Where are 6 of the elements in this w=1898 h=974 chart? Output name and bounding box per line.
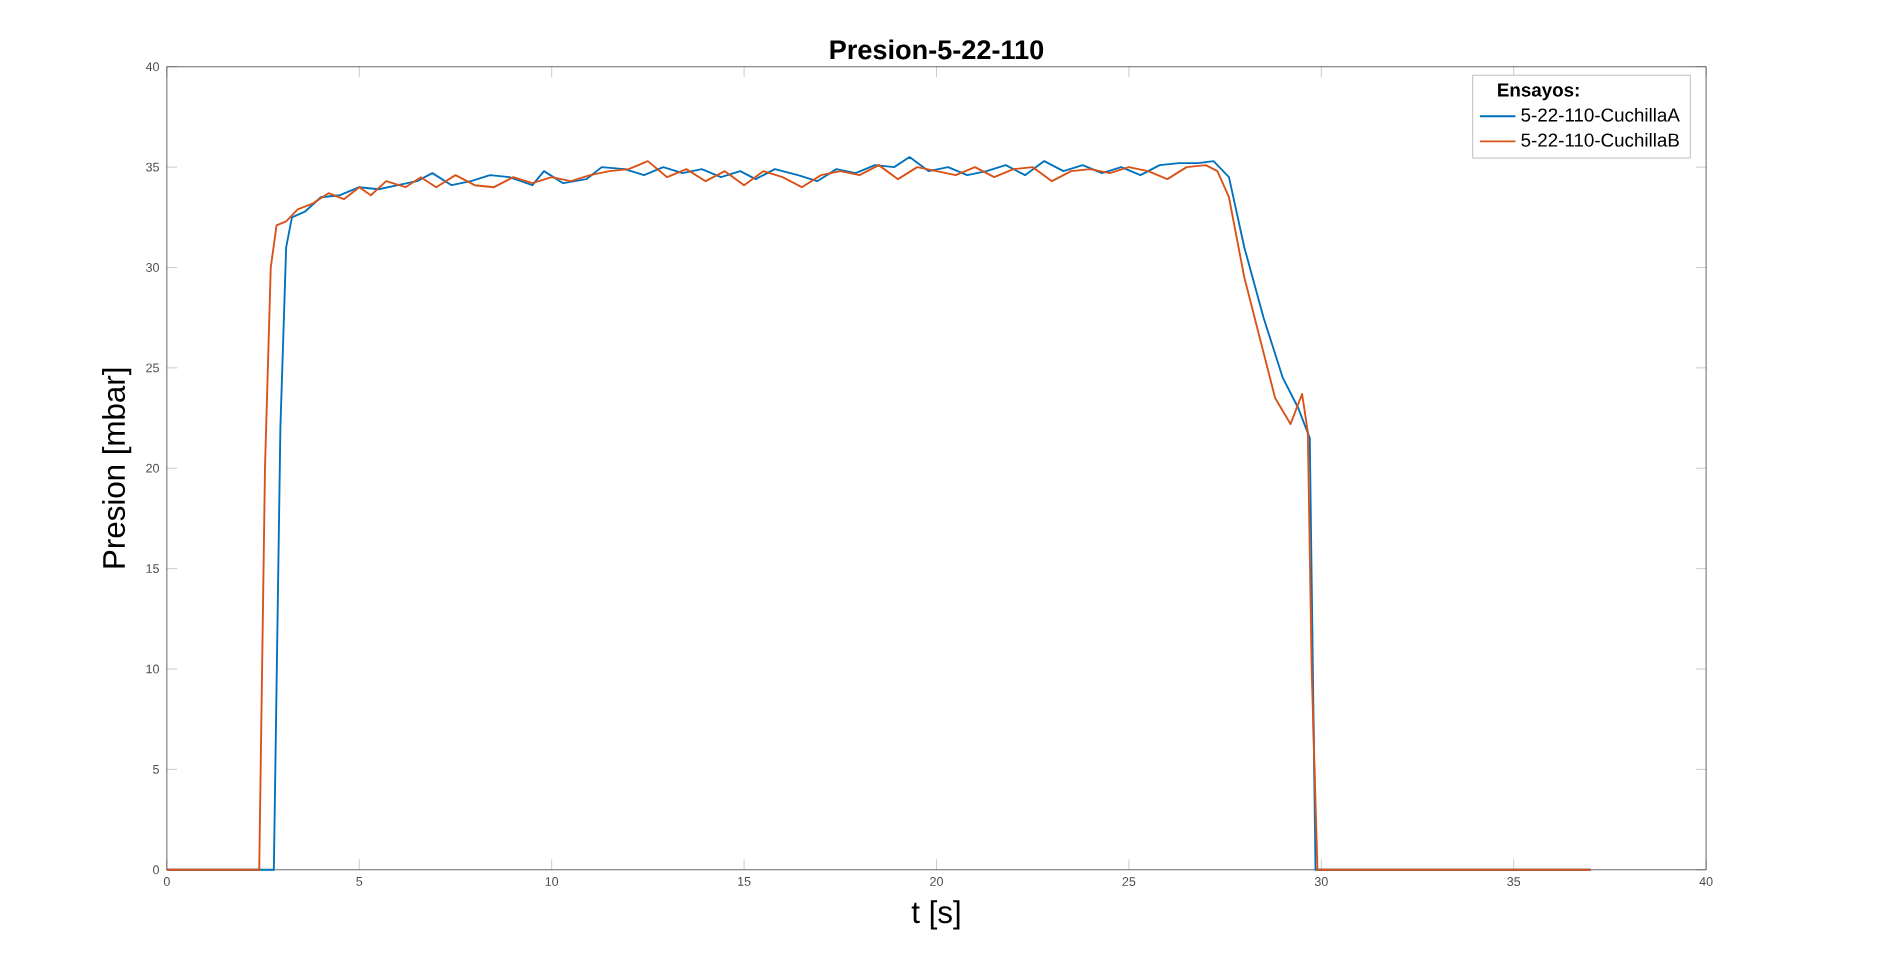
x-axis-title: t [s] xyxy=(911,900,960,930)
legend-label: 5-22-110-CuchillaB xyxy=(1521,132,1679,147)
y-axis-title: Presion [mbar] xyxy=(102,368,132,568)
chart-title: Presion-5-22-110 xyxy=(830,39,1044,60)
legend-label: 5-22-110-CuchillaA xyxy=(1521,107,1680,122)
legend-title: Ensayos: xyxy=(1498,83,1579,101)
